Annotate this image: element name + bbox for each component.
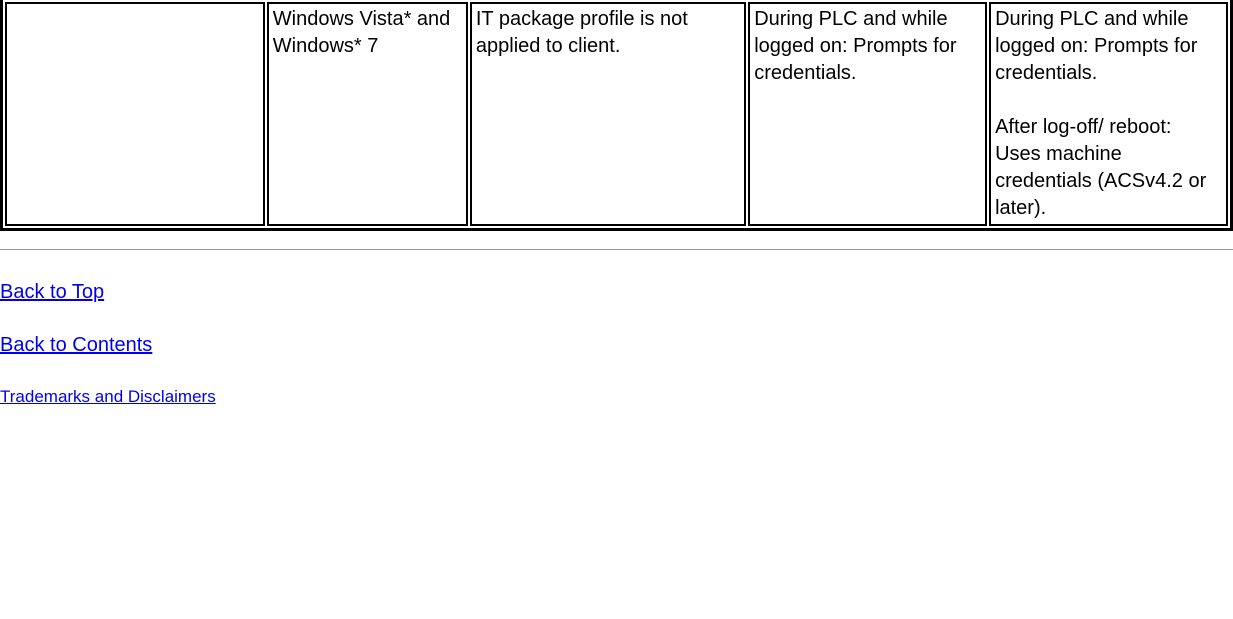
- cell-profile: IT package profile is not applied to cli…: [470, 2, 746, 226]
- back-to-contents-link[interactable]: Back to Contents: [0, 334, 152, 357]
- footer-links: Back to Top Back to Contents Trademarks …: [0, 251, 1233, 407]
- link-row-trademarks: Trademarks and Disclaimers: [0, 387, 1233, 407]
- link-row-contents: Back to Contents: [0, 334, 1233, 357]
- cell-behavior-2-p1: During PLC and while logged on: Prompts …: [995, 6, 1222, 87]
- trademarks-link[interactable]: Trademarks and Disclaimers: [0, 387, 216, 407]
- back-to-top-link[interactable]: Back to Top: [0, 281, 104, 304]
- cell-behavior-2-p2: After log-off/ reboot: Uses machine cred…: [995, 114, 1222, 222]
- cell-os: Windows Vista* and Windows* 7: [267, 2, 468, 226]
- cell-blank: [5, 2, 265, 226]
- credentials-table: Windows Vista* and Windows* 7 IT package…: [0, 0, 1233, 231]
- cell-behavior-1: During PLC and while logged on: Prompts …: [748, 2, 987, 226]
- paragraph-break: [995, 87, 1222, 114]
- cell-behavior-2: During PLC and while logged on: Prompts …: [989, 2, 1228, 226]
- link-row-top: Back to Top: [0, 281, 1233, 304]
- table-row: Windows Vista* and Windows* 7 IT package…: [5, 2, 1228, 226]
